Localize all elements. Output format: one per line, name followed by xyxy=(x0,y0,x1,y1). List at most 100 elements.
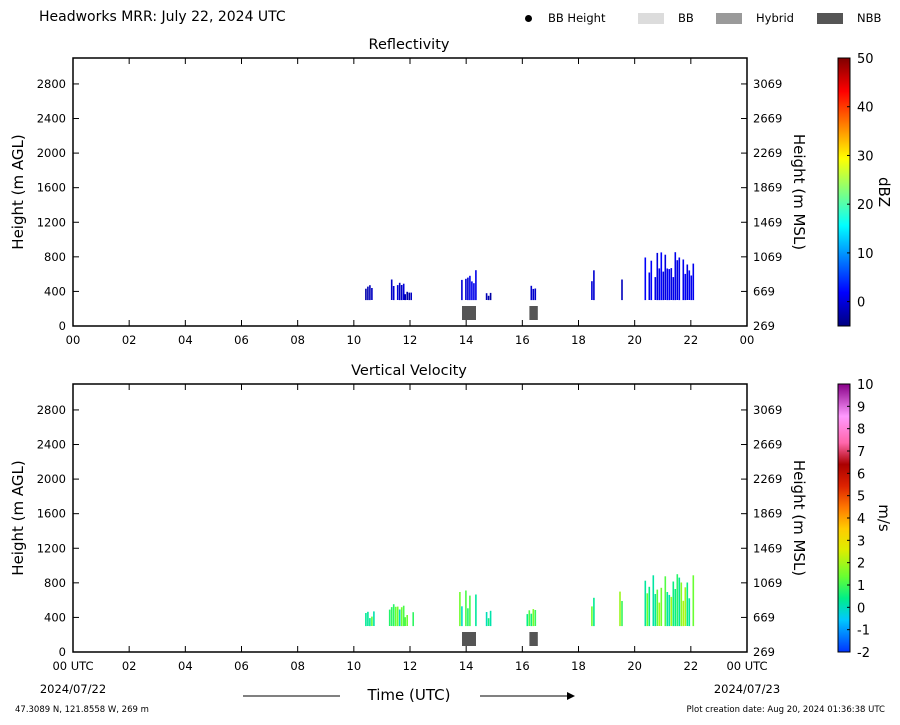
echo-column xyxy=(686,264,689,300)
echo-column xyxy=(658,268,661,301)
echo-column xyxy=(485,612,488,627)
legend-item-bb-height: BB Height xyxy=(525,11,605,25)
colorbar-tick-label: -2 xyxy=(857,646,870,661)
y-tick-label: 800 xyxy=(44,576,66,590)
echo-column xyxy=(373,611,375,626)
echo-column xyxy=(406,615,408,626)
legend-label: BB Height xyxy=(548,11,606,25)
x-tick-label: 00 UTC xyxy=(726,659,767,673)
echo-column xyxy=(402,605,405,627)
y2-tick-label: 2669 xyxy=(753,112,782,126)
echo-region xyxy=(526,609,537,627)
y2-tick-label: 1069 xyxy=(753,250,782,264)
echo-column xyxy=(648,272,651,300)
plot-title: Headworks MRR: July 22, 2024 UTC xyxy=(39,9,286,25)
x-tick-label: 06 xyxy=(234,333,249,347)
echo-column xyxy=(467,608,469,627)
x-tick-label: 08 xyxy=(290,659,305,673)
x-tick-label: 20 xyxy=(627,333,642,347)
echo-column xyxy=(459,592,461,627)
echo-column xyxy=(682,600,685,627)
colorbar-label: dBZ xyxy=(875,177,893,207)
y2-tick-label: 3069 xyxy=(753,77,782,91)
x-tick-label: 04 xyxy=(178,659,193,673)
x-tick-label: 10 xyxy=(347,659,362,673)
echo-column xyxy=(532,288,535,301)
colorbar-tick-label: 5 xyxy=(857,490,865,505)
echo-column xyxy=(400,607,403,627)
echo-column xyxy=(408,292,410,301)
echo-region xyxy=(461,270,477,301)
echo-column xyxy=(593,597,595,627)
colorbar: 0 10 20 30 40 50 dBZ xyxy=(837,52,893,327)
nbb-marker xyxy=(462,306,476,320)
y-tick-label: 0 xyxy=(59,645,66,659)
echo-region xyxy=(644,574,695,627)
echo-column xyxy=(390,279,393,300)
y-tick-label: 2800 xyxy=(37,77,66,91)
echo-column xyxy=(489,610,492,627)
nbb-swatch xyxy=(817,12,843,24)
echo-column xyxy=(461,606,463,627)
echo-column xyxy=(371,288,373,300)
echo-column xyxy=(469,595,471,627)
echo-column xyxy=(648,586,651,627)
echo-column xyxy=(367,286,369,301)
y-axis-label: Height (m AGL) xyxy=(9,460,27,575)
x-tick-label: 12 xyxy=(403,659,418,673)
echo-column xyxy=(686,582,689,626)
colorbar-tick-label: 1 xyxy=(857,579,865,594)
echo-column xyxy=(534,610,537,626)
echo-column xyxy=(654,594,657,627)
echo-column xyxy=(400,285,403,301)
colorbar-tick-label: 9 xyxy=(857,400,865,415)
y-tick-label: 2400 xyxy=(37,112,66,126)
echo-column xyxy=(692,263,695,301)
echo-column xyxy=(676,574,679,627)
echo-column xyxy=(475,270,477,301)
colorbar-label: m/s xyxy=(875,504,893,532)
echo-column xyxy=(371,616,373,626)
echo-column xyxy=(530,285,533,301)
colorbar-tick-label: 0 xyxy=(857,296,865,311)
x-tick-label: 10 xyxy=(347,333,362,347)
colorbar-tick-label: 10 xyxy=(857,378,874,393)
echo-column xyxy=(412,612,414,627)
echo-column xyxy=(534,288,537,301)
x-tick-label: 00 xyxy=(66,333,81,347)
echo-column xyxy=(680,582,683,627)
x-tick-label: 16 xyxy=(515,333,530,347)
echo-column xyxy=(688,598,691,627)
echo-region xyxy=(459,590,477,627)
colorbar-tick-label: 7 xyxy=(857,445,865,460)
nbb-marker xyxy=(462,632,476,646)
echo-column xyxy=(672,581,675,627)
y2-tick-label: 3069 xyxy=(753,403,782,417)
echo-column xyxy=(402,283,405,300)
echo-column xyxy=(369,618,371,627)
echo-column xyxy=(485,293,488,300)
echo-region xyxy=(619,591,623,627)
colorbar-tick-label: 6 xyxy=(857,467,865,482)
y2-tick-label: 269 xyxy=(753,319,775,333)
echo-column xyxy=(684,587,687,626)
echo-column xyxy=(644,257,647,301)
x-tick-label: 18 xyxy=(571,333,586,347)
x-tick-label: 02 xyxy=(122,659,137,673)
echo-column xyxy=(404,617,406,626)
echo-column xyxy=(664,254,667,300)
echo-column xyxy=(465,278,467,300)
hybrid-swatch xyxy=(716,12,742,24)
echo-column xyxy=(664,576,667,627)
y-tick-label: 1200 xyxy=(37,215,66,229)
echo-column xyxy=(684,273,687,301)
y-tick-label: 1600 xyxy=(37,507,66,521)
y-tick-label: 800 xyxy=(44,250,66,264)
echo-column xyxy=(392,604,395,627)
x-tick-label: 04 xyxy=(178,333,193,347)
x-tick-label: 12 xyxy=(403,333,418,347)
legend-label: Hybrid xyxy=(756,11,794,25)
echo-column xyxy=(688,270,691,300)
